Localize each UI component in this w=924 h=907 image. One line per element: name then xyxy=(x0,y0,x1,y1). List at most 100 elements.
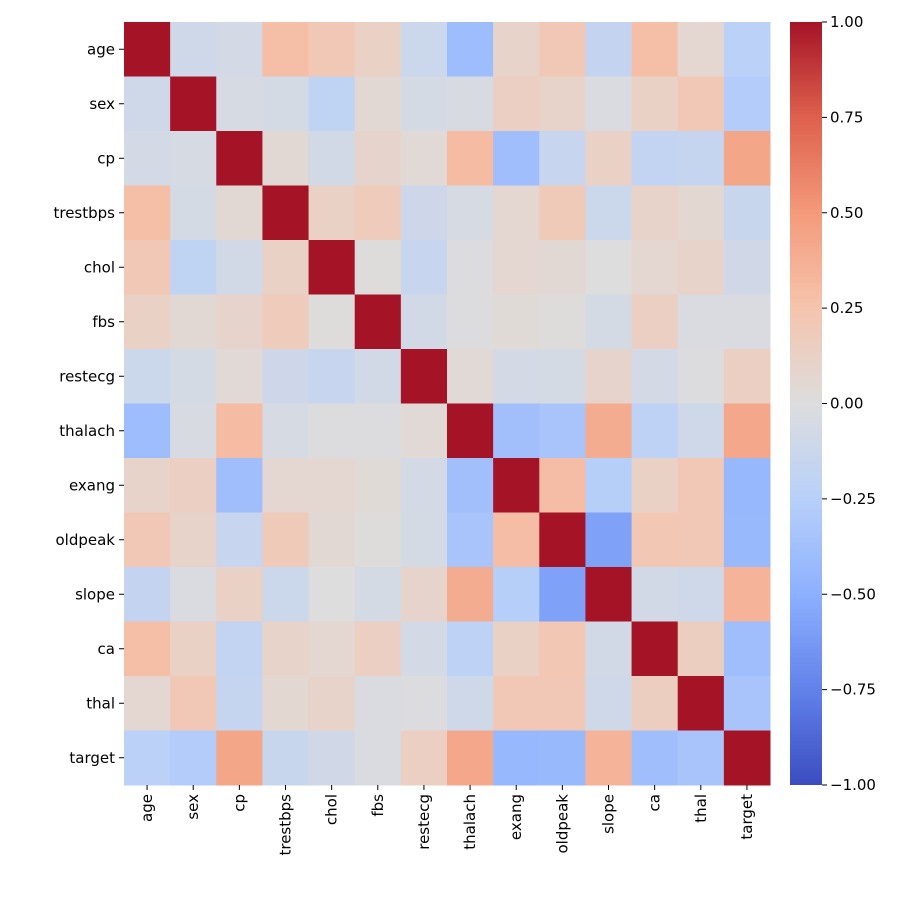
heatmap-cell-thalach-thalach xyxy=(447,403,494,459)
heatmap-cell-target-age xyxy=(124,730,171,786)
heatmap-cell-cp-trestbps xyxy=(262,131,310,186)
x-tick-label: thalach xyxy=(461,794,479,850)
heatmap-cell-slope-target xyxy=(723,567,771,622)
heatmap-cell-oldpeak-ca xyxy=(631,512,679,568)
heatmap-cell-thal-ca xyxy=(631,676,679,731)
y-tick-label: fbs xyxy=(92,313,115,331)
heatmap-cell-exang-chol xyxy=(308,458,356,513)
heatmap-cell-trestbps-cp xyxy=(216,185,263,241)
colorbar-tick-label: −0.50 xyxy=(830,585,876,603)
y-tick-label: thalach xyxy=(59,422,115,440)
heatmap-cell-exang-fbs xyxy=(354,458,402,513)
heatmap-cell-sex-thalach xyxy=(447,76,494,132)
heatmap-cell-target-oldpeak xyxy=(539,730,586,786)
heatmap-cell-cp-slope xyxy=(585,131,633,186)
y-tick-label: chol xyxy=(84,258,115,276)
heatmap-cell-age-slope xyxy=(585,22,633,77)
heatmap-cell-restecg-slope xyxy=(585,349,633,404)
heatmap-cell-fbs-thalach xyxy=(447,294,494,350)
y-tick-label: ca xyxy=(98,640,115,658)
heatmap-cell-cp-sex xyxy=(170,131,217,186)
x-tick-label: trestbps xyxy=(277,794,295,856)
heatmap-cell-sex-fbs xyxy=(354,76,402,132)
heatmap-cell-chol-slope xyxy=(585,240,633,295)
heatmap-cell-restecg-target xyxy=(723,349,771,404)
heatmap-cell-slope-trestbps xyxy=(262,567,310,622)
heatmap-cell-chol-restecg xyxy=(400,240,448,295)
x-tick-label: oldpeak xyxy=(553,794,571,854)
heatmap-cell-ca-thal xyxy=(677,621,725,677)
heatmap-cell-trestbps-restecg xyxy=(400,185,448,241)
heatmap-cell-exang-thalach xyxy=(447,458,494,513)
heatmap-cell-age-restecg xyxy=(400,22,448,77)
heatmap-cell-fbs-fbs xyxy=(354,294,402,350)
heatmap-cell-exang-trestbps xyxy=(262,458,310,513)
heatmap-cell-trestbps-slope xyxy=(585,185,633,241)
heatmap-cell-trestbps-ca xyxy=(631,185,679,241)
heatmap-cell-thalach-ca xyxy=(631,403,679,459)
x-tick-label: restecg xyxy=(415,794,433,850)
heatmap-cell-chol-thalach xyxy=(447,240,494,295)
heatmap-cell-fbs-thal xyxy=(677,294,725,350)
heatmap-cell-ca-restecg xyxy=(400,621,448,677)
heatmap-cell-ca-exang xyxy=(493,621,540,677)
heatmap-cell-thal-slope xyxy=(585,676,633,731)
heatmap-cell-cp-ca xyxy=(631,131,679,186)
heatmap-cell-chol-trestbps xyxy=(262,240,310,295)
heatmap-cell-target-target xyxy=(723,730,771,786)
heatmap-cell-exang-target xyxy=(723,458,771,513)
heatmap-cell-thal-target xyxy=(723,676,771,731)
heatmap-cell-oldpeak-slope xyxy=(585,512,633,568)
heatmap-cell-target-thal xyxy=(677,730,725,786)
colorbar-tick-label: −0.75 xyxy=(830,681,876,699)
heatmap-cell-thalach-exang xyxy=(493,403,540,459)
heatmap-cell-thal-fbs xyxy=(354,676,402,731)
heatmap-cell-slope-restecg xyxy=(400,567,448,622)
heatmap-cell-oldpeak-target xyxy=(723,512,771,568)
y-tick-label: age xyxy=(87,40,115,58)
heatmap-cell-exang-sex xyxy=(170,458,217,513)
heatmap-cell-trestbps-chol xyxy=(308,185,356,241)
x-tick-label: slope xyxy=(600,794,618,834)
heatmap-cell-thal-sex xyxy=(170,676,217,731)
heatmap-cell-trestbps-target xyxy=(723,185,771,241)
heatmap-cell-thal-cp xyxy=(216,676,263,731)
heatmap-cell-fbs-cp xyxy=(216,294,263,350)
heatmap-cell-thal-age xyxy=(124,676,171,731)
heatmap-cell-restecg-fbs xyxy=(354,349,402,404)
heatmap-cell-sex-cp xyxy=(216,76,263,132)
heatmap-cell-thal-trestbps xyxy=(262,676,310,731)
heatmap-cell-oldpeak-fbs xyxy=(354,512,402,568)
y-tick-label: restecg xyxy=(59,367,115,385)
heatmap-cell-exang-cp xyxy=(216,458,263,513)
heatmap-cell-trestbps-oldpeak xyxy=(539,185,586,241)
heatmap-cell-target-cp xyxy=(216,730,263,786)
heatmap-cell-oldpeak-oldpeak xyxy=(539,512,586,568)
heatmap-cell-slope-thalach xyxy=(447,567,494,622)
heatmap-cell-slope-slope xyxy=(585,567,633,622)
heatmap-cell-age-sex xyxy=(170,22,217,77)
heatmap-cell-slope-fbs xyxy=(354,567,402,622)
heatmap-cell-ca-fbs xyxy=(354,621,402,677)
heatmap-cell-ca-slope xyxy=(585,621,633,677)
heatmap-cell-thal-thalach xyxy=(447,676,494,731)
heatmap-cell-target-chol xyxy=(308,730,356,786)
heatmap-cell-thalach-cp xyxy=(216,403,263,459)
heatmap-cell-ca-oldpeak xyxy=(539,621,586,677)
heatmap-cell-target-slope xyxy=(585,730,633,786)
colorbar-tick-label: −0.25 xyxy=(830,490,876,508)
heatmap-cell-chol-chol xyxy=(308,240,356,295)
heatmap-cell-sex-thal xyxy=(677,76,725,132)
heatmap-cell-exang-restecg xyxy=(400,458,448,513)
heatmap-cell-target-sex xyxy=(170,730,217,786)
heatmap-cell-slope-chol xyxy=(308,567,356,622)
x-tick-label: target xyxy=(738,794,756,840)
heatmap-cell-sex-chol xyxy=(308,76,356,132)
heatmap-cell-oldpeak-cp xyxy=(216,512,263,568)
y-tick-labels: age sex cp trestbps chol fbs restecg thalach exa… xyxy=(53,40,124,767)
heatmap-cell-chol-oldpeak xyxy=(539,240,586,295)
heatmap-cell-trestbps-trestbps xyxy=(262,185,310,241)
heatmap-cell-thal-restecg xyxy=(400,676,448,731)
heatmap-cell-trestbps-thal xyxy=(677,185,725,241)
